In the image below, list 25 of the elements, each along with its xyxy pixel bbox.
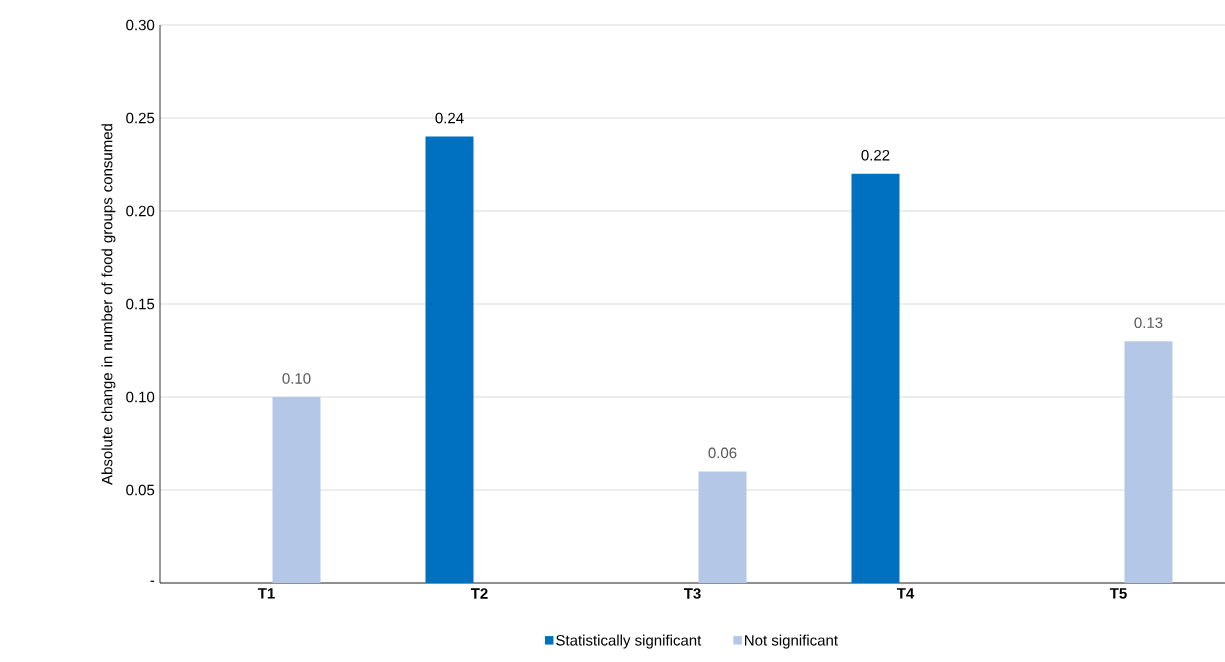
y-tick-label: 0.20 bbox=[126, 205, 155, 217]
y-tick-label: 0.25 bbox=[126, 112, 155, 124]
bar bbox=[272, 397, 321, 583]
data-label: 0.13 bbox=[1134, 317, 1163, 328]
y-axis-title: Absolute change in number of food groups consumed bbox=[101, 124, 116, 485]
y-tick-label: 0.30 bbox=[126, 19, 155, 31]
bar bbox=[425, 136, 474, 583]
y-tick-label: 0.15 bbox=[126, 298, 155, 310]
data-label: 0.10 bbox=[282, 373, 311, 384]
data-label: 0.24 bbox=[435, 112, 464, 124]
y-tick-label: - bbox=[150, 580, 155, 582]
legend-label: Statistically significant bbox=[556, 634, 702, 649]
y-tick-label: 0.05 bbox=[126, 484, 155, 496]
data-label: 0.06 bbox=[708, 447, 737, 459]
y-tick-label: 0.10 bbox=[126, 391, 155, 403]
x-tick-label: T3 bbox=[683, 588, 701, 599]
x-tick-label: T4 bbox=[896, 588, 915, 599]
x-tick-label: T5 bbox=[1109, 588, 1127, 599]
data-label: 0.22 bbox=[861, 149, 890, 161]
bar bbox=[851, 173, 900, 583]
bar bbox=[1124, 341, 1173, 583]
x-tick-label: T2 bbox=[470, 588, 488, 599]
x-tick-label: T1 bbox=[257, 588, 275, 599]
legend-label: Not significant bbox=[745, 634, 838, 649]
bar bbox=[698, 471, 747, 583]
